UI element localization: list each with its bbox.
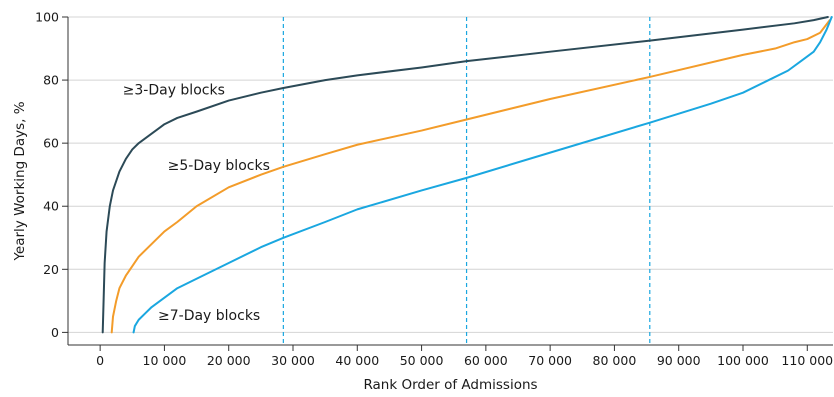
x-tick-label: 30 000 <box>271 353 315 368</box>
y-tick-label: 40 <box>43 199 59 214</box>
x-tick-label: 80 000 <box>593 353 637 368</box>
y-axis-title: Yearly Working Days, % <box>12 101 28 261</box>
series-lines <box>101 16 833 334</box>
x-tick-label: 110 000 <box>781 353 833 368</box>
x-tick-label: 0 <box>96 353 104 368</box>
x-tick-label: 50 000 <box>400 353 444 368</box>
y-tick-label: 60 <box>43 136 59 151</box>
series-line <box>132 16 833 334</box>
x-tick-label: 60 000 <box>464 353 508 368</box>
reference-lines <box>282 17 651 345</box>
y-tick-label: 0 <box>51 325 59 340</box>
y-tick-label: 80 <box>43 73 59 88</box>
axes: 0 20 40 60 80 100 0 10 000 20 000 30 000 40 000 50 … <box>35 10 833 369</box>
series-line <box>110 19 831 334</box>
series-label: ≥3-Day blocks <box>123 82 225 98</box>
y-tick-label: 100 <box>35 10 59 25</box>
x-tick-label: 40 000 <box>335 353 379 368</box>
series-labels: ≥3-Day blocks ≥5-Day blocks ≥7-Day blocks <box>123 82 270 324</box>
series-line <box>101 16 829 334</box>
x-tick-label: 90 000 <box>657 353 701 368</box>
series-label: ≥7-Day blocks <box>158 308 260 324</box>
series-label: ≥5-Day blocks <box>168 158 270 174</box>
y-tick-label: 20 <box>43 262 59 277</box>
x-tick-label: 70 000 <box>528 353 572 368</box>
x-tick-label: 20 000 <box>207 353 251 368</box>
x-tick-label: 10 000 <box>143 353 187 368</box>
x-axis-title: Rank Order of Admissions <box>363 377 537 393</box>
x-tick-label: 100 000 <box>717 353 769 368</box>
